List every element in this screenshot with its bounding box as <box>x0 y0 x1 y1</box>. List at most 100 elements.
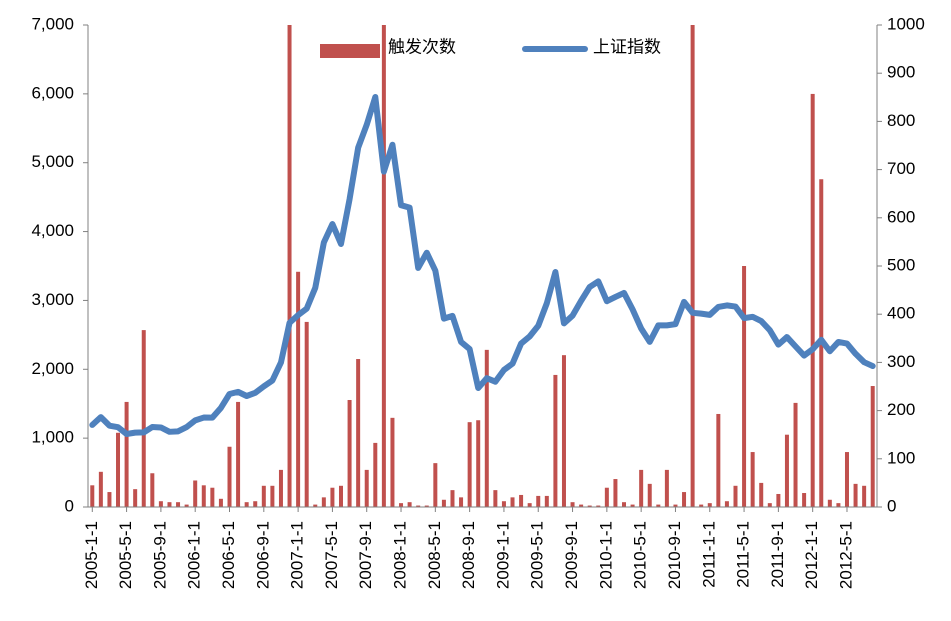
bar <box>416 505 421 507</box>
bar <box>218 498 223 507</box>
x-tick-label: 2008-1-1 <box>391 521 410 589</box>
bar <box>784 434 789 507</box>
bar <box>733 485 738 507</box>
x-tick-label: 2010-1-1 <box>596 521 615 589</box>
bar <box>682 492 687 507</box>
bar <box>278 469 283 507</box>
x-tick-label: 2007-5-1 <box>322 521 341 589</box>
bar <box>261 485 266 507</box>
legend-label: 触发次数 <box>388 37 456 56</box>
x-tick-label: 2011-5-1 <box>734 521 753 588</box>
bar <box>253 501 258 507</box>
bar <box>167 502 172 507</box>
x-tick-label: 2011-1-1 <box>699 521 718 588</box>
y2-tick-label: 0 <box>887 496 896 515</box>
bar <box>639 469 644 507</box>
y2-tick-label: 600 <box>887 207 915 226</box>
bar <box>570 502 575 507</box>
bar <box>836 503 841 507</box>
x-tick-label: 2005-1-1 <box>82 521 101 589</box>
bar <box>510 497 515 507</box>
bar <box>98 471 103 507</box>
bar <box>373 442 378 507</box>
y-tick-label: 4,000 <box>31 221 74 240</box>
bar <box>116 432 121 507</box>
bar <box>347 399 352 507</box>
bar <box>802 493 807 507</box>
bar <box>553 374 558 507</box>
x-tick-label: 2012-1-1 <box>802 521 821 589</box>
bar <box>759 482 764 507</box>
bar <box>338 485 343 507</box>
x-tick-label: 2010-5-1 <box>631 521 650 589</box>
bar <box>210 487 215 507</box>
y2-tick-label: 800 <box>887 111 915 130</box>
bar <box>201 485 206 507</box>
bar <box>579 504 584 507</box>
y-tick-label: 1,000 <box>31 428 74 447</box>
bar <box>587 505 592 507</box>
y2-tick-label: 900 <box>887 63 915 82</box>
bar <box>433 463 438 507</box>
x-tick-label: 2005-9-1 <box>150 521 169 589</box>
x-tick-label: 2009-9-1 <box>562 521 581 589</box>
bar <box>304 321 309 507</box>
bar <box>544 495 549 507</box>
bar <box>270 485 275 507</box>
bar <box>853 483 858 507</box>
y-tick-label: 3,000 <box>31 290 74 309</box>
bar <box>527 503 532 507</box>
bar <box>862 485 867 507</box>
x-tick-label: 2009-1-1 <box>493 521 512 589</box>
y2-tick-label: 700 <box>887 159 915 178</box>
x-tick-label: 2011-9-1 <box>768 521 787 588</box>
bar <box>501 501 506 507</box>
bar <box>742 266 747 507</box>
bar <box>158 501 163 507</box>
bar <box>647 483 652 507</box>
bar <box>622 502 627 507</box>
y-tick-label: 6,000 <box>31 83 74 102</box>
bar <box>244 502 249 507</box>
legend-swatch <box>320 44 380 58</box>
bar <box>596 505 601 507</box>
bar <box>519 494 524 507</box>
bar <box>390 417 395 507</box>
y2-tick-label: 200 <box>887 400 915 419</box>
bar <box>484 349 489 507</box>
y2-tick-label: 100 <box>887 448 915 467</box>
x-tick-label: 2005-5-1 <box>116 521 135 589</box>
bar <box>724 501 729 507</box>
bar <box>656 504 661 507</box>
bar <box>441 499 446 507</box>
bar <box>776 493 781 507</box>
bars <box>90 25 875 507</box>
bar <box>330 487 335 507</box>
bar <box>536 495 541 507</box>
bar <box>707 503 712 507</box>
bar <box>424 505 429 507</box>
x-tick-label: 2007-1-1 <box>288 521 307 589</box>
y2-tick-label: 300 <box>887 352 915 371</box>
bar <box>364 469 369 507</box>
bar <box>236 401 241 507</box>
bar <box>630 504 635 507</box>
line <box>89 94 876 438</box>
y-tick-label: 7,000 <box>31 14 74 33</box>
bar <box>664 469 669 507</box>
x-tick-label: 2006-1-1 <box>185 521 204 589</box>
y2-tick-label: 1000 <box>887 14 925 33</box>
x-tick-label: 2006-9-1 <box>253 521 272 589</box>
bar <box>476 420 481 507</box>
y-tick-label: 2,000 <box>31 359 74 378</box>
bar <box>407 502 412 507</box>
bar <box>176 502 181 507</box>
x-tick-label: 2008-5-1 <box>425 521 444 589</box>
bar <box>381 25 386 507</box>
y-tick-label: 5,000 <box>31 152 74 171</box>
bar <box>561 355 566 507</box>
bar <box>184 504 189 507</box>
y2-tick-label: 400 <box>887 304 915 323</box>
x-tick-label: 2009-5-1 <box>528 521 547 589</box>
bar <box>827 499 832 507</box>
